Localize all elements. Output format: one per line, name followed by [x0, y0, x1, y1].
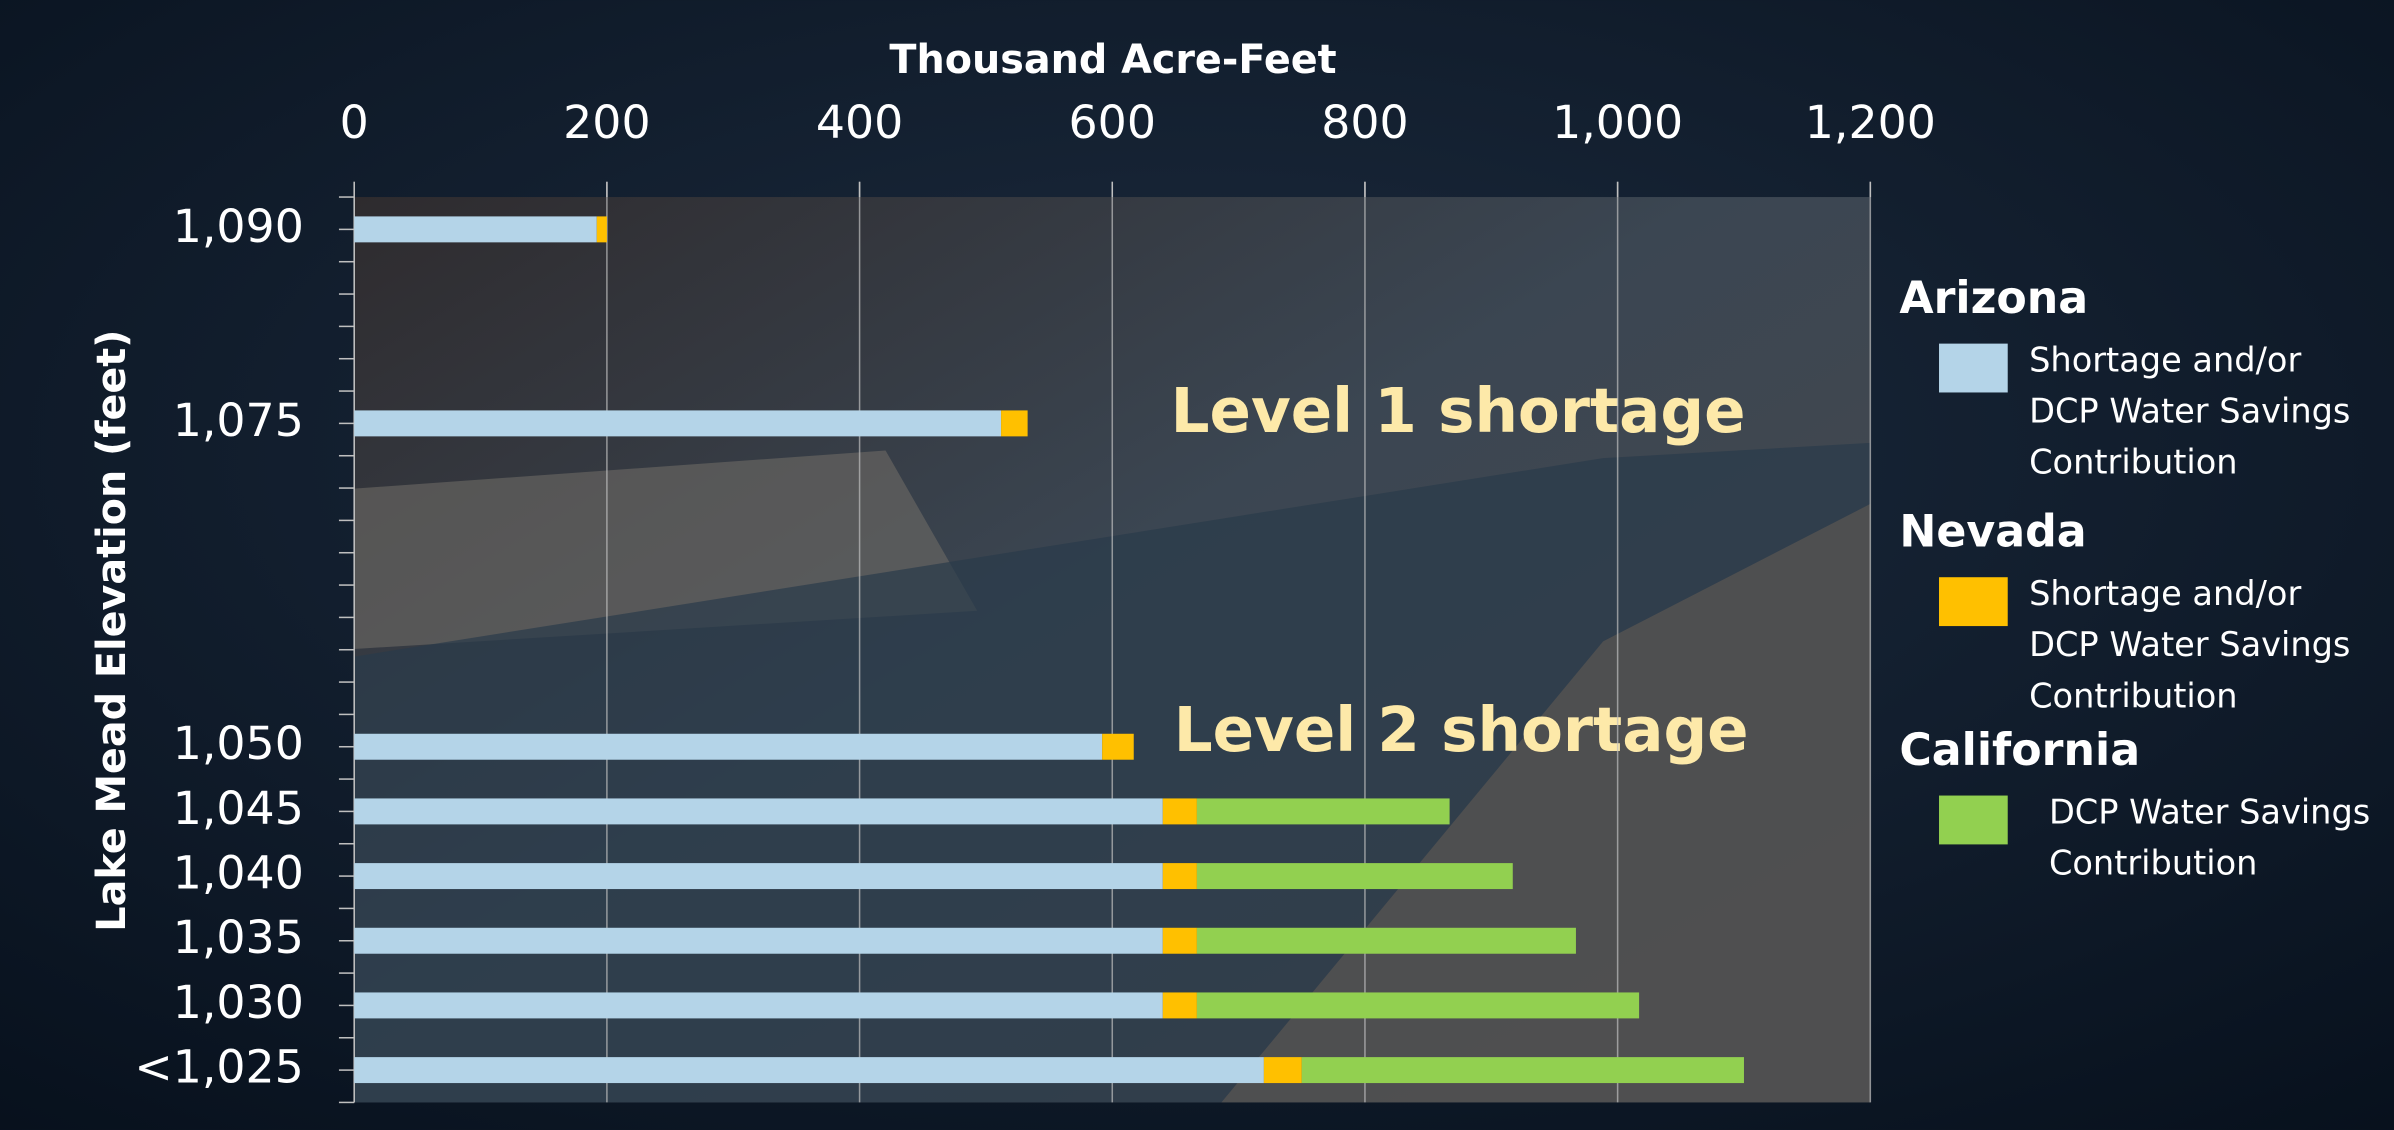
- bar-segment: [1001, 410, 1028, 437]
- legend-swatch: [1939, 343, 2008, 393]
- bar-segment: [1301, 1057, 1744, 1084]
- legend-heading: Nevada: [1899, 506, 2086, 557]
- x-tick-label: 0: [340, 95, 369, 149]
- x-tick-label: 1,200: [1805, 95, 1936, 149]
- legend-text: Contribution: [2049, 844, 2258, 883]
- bar-segment: [354, 863, 1163, 890]
- bar-segment: [596, 216, 607, 243]
- legend-text: Shortage and/or: [2029, 340, 2301, 379]
- annotation: Level 2 shortage: [1174, 695, 1749, 766]
- bar-segment: [1196, 992, 1640, 1019]
- y-tick-label: 1,035: [173, 910, 304, 964]
- legend-text: Shortage and/or: [2029, 574, 2301, 613]
- bar-segment: [354, 216, 597, 243]
- x-tick-label: 400: [816, 95, 903, 149]
- y-tick-label: <1,025: [134, 1040, 303, 1094]
- x-tick-label: 600: [1069, 95, 1156, 149]
- legend-swatch: [1939, 795, 2008, 845]
- x-tick-label: 200: [563, 95, 650, 149]
- y-tick-label: 1,050: [173, 716, 304, 770]
- legend-heading: California: [1899, 725, 2140, 776]
- bar-segment: [1196, 863, 1513, 890]
- bar-segment: [1196, 927, 1576, 954]
- y-axis-title: Lake Mead Elevation (feet): [89, 330, 135, 932]
- y-tick-label: 1,030: [173, 975, 304, 1029]
- legend-heading: Arizona: [1899, 273, 2088, 324]
- bar-segment: [1162, 798, 1197, 825]
- y-tick-label: 1,040: [173, 846, 304, 900]
- bar-segment: [1162, 927, 1197, 954]
- bar-segment: [354, 798, 1163, 825]
- bar-segment: [1102, 733, 1134, 760]
- bar-segment: [354, 1057, 1264, 1084]
- bar-segment: [1263, 1057, 1302, 1084]
- bar-segment: [1162, 992, 1197, 1019]
- y-tick-label: 1,075: [173, 393, 304, 447]
- bar-segment: [354, 410, 1002, 437]
- y-tick-label: 1,045: [173, 781, 304, 835]
- bar-segment: [1162, 863, 1197, 890]
- legend-text: DCP Water Savings: [2029, 625, 2350, 664]
- legend-text: Contribution: [2029, 443, 2237, 482]
- legend-swatch: [1939, 577, 2008, 627]
- annotation: Level 1 shortage: [1171, 376, 1746, 447]
- y-tick-label: 1,090: [173, 199, 304, 253]
- bar-segment: [354, 733, 1103, 760]
- x-axis-title: Thousand Acre-Feet: [889, 37, 1336, 83]
- bar-segment: [1196, 798, 1450, 825]
- legend-text: Contribution: [2029, 676, 2237, 715]
- legend-text: DCP Water Savings: [2049, 792, 2370, 831]
- bar-segment: [354, 927, 1163, 954]
- x-tick-label: 1,000: [1552, 95, 1683, 149]
- x-tick-label: 800: [1321, 95, 1408, 149]
- legend-text: DCP Water Savings: [2029, 392, 2350, 431]
- bar-segment: [354, 992, 1163, 1019]
